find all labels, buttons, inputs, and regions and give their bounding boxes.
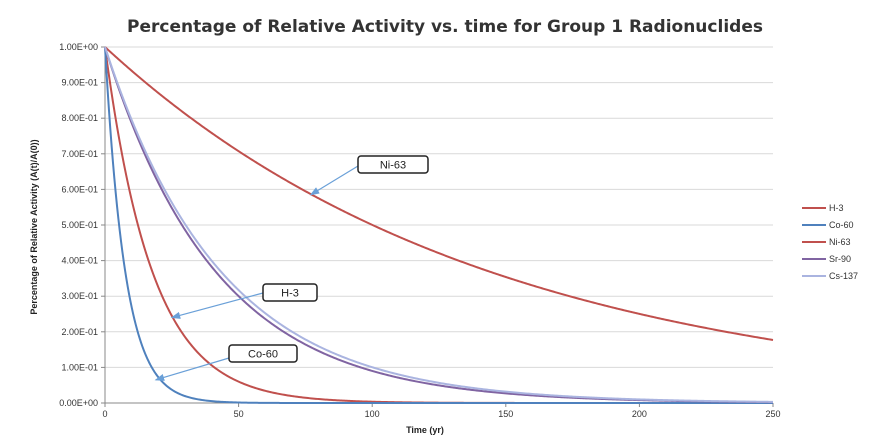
annotation-arrow-h-3 [170,292,264,319]
x-tick-label: 250 [765,409,780,419]
annotation-box-h-3 [262,283,318,302]
legend-label-co-60: Co-60 [829,220,854,230]
y-tick-label: 1.00E-01 [61,362,98,372]
y-tick-label: 2.00E-01 [61,327,98,337]
y-tick-label: 4.00E-01 [61,256,98,266]
y-tick-label: 9.00E-01 [61,78,98,88]
y-tick-label: 6.00E-01 [61,184,98,194]
annotation-arrow-ni-63 [309,165,359,196]
annotation-box-ni-63 [357,155,429,174]
y-tick-label: 1.00E+00 [59,42,98,52]
series-line-co-60 [104,46,773,404]
y-tick-label: 5.00E-01 [61,220,98,230]
legend-label-ni-63: Ni-63 [829,237,851,247]
x-tick-label: 200 [632,409,647,419]
annotation-arrow-co-60 [154,357,230,381]
x-axis-label: Time (yr) [406,425,444,435]
y-tick-labels: 0.00E+00 1.00E-01 2.00E-01 3.00E-01 4.00E-01… [59,42,98,408]
chart-title: Percentage of Relative Activity vs. time… [127,17,763,37]
y-tick-label: 0.00E+00 [59,398,98,408]
x-tick-label: 0 [102,409,107,419]
y-tick-label: 7.00E-01 [61,149,98,159]
x-tick-label: 150 [498,409,513,419]
legend-label-sr-90: Sr-90 [829,254,851,264]
x-tick-labels: 0 50 100 150 200 250 [102,409,780,419]
series-lines [104,46,774,404]
annotation-box-co-60 [228,344,298,363]
legend-label-cs-137: Cs-137 [829,271,858,281]
series-line-ni-63 [104,46,774,341]
annotation-label-ni-63: Ni-63 [380,160,406,172]
annotations: Ni-63 H-3 Co-60 [154,155,429,381]
gridlines [105,46,773,368]
y-axis-label: Percentage of Relative Activity (A(t)/A(… [29,139,39,314]
series-line-cs-137 [104,46,774,403]
annotation-label-co-60: Co-60 [248,349,278,361]
y-tick-label: 3.00E-01 [61,291,98,301]
legend-label-h-3: H-3 [829,203,844,213]
y-tick-label: 8.00E-01 [61,113,98,123]
x-tick-label: 100 [365,409,380,419]
annotation-label-h-3: H-3 [281,288,299,300]
legend: H-3 Co-60 Ni-63 Sr-90 Cs-137 [802,203,858,281]
x-tick-label: 50 [234,409,244,419]
